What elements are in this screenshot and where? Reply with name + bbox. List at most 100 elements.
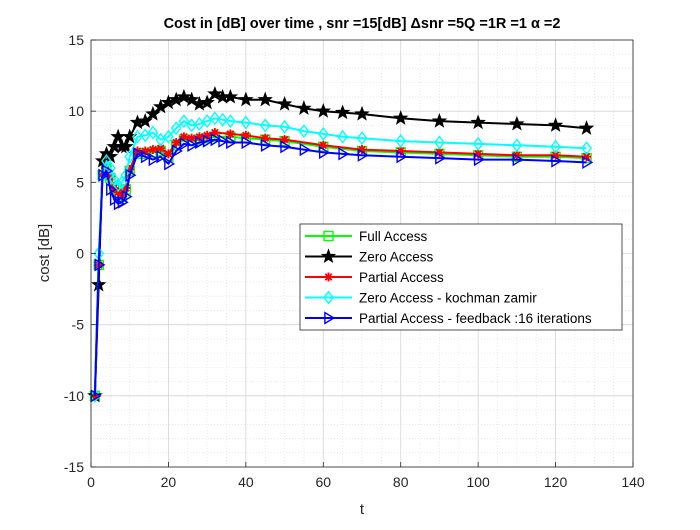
data-point xyxy=(509,115,525,131)
data-point xyxy=(276,95,293,111)
data-point xyxy=(183,91,200,107)
data-point xyxy=(195,135,207,150)
data-point xyxy=(163,129,174,144)
data-point xyxy=(176,88,192,104)
data-point xyxy=(337,129,349,144)
data-point xyxy=(473,152,485,167)
x-tick-label: 120 xyxy=(544,474,568,490)
series-layer xyxy=(87,85,595,403)
data-point xyxy=(578,120,595,135)
data-point xyxy=(470,114,486,130)
data-point xyxy=(155,132,167,147)
square-marker xyxy=(323,230,334,242)
data-point xyxy=(148,145,158,155)
data-point xyxy=(357,148,369,162)
data-point xyxy=(209,111,221,126)
x-tick-label: 0 xyxy=(87,474,95,490)
legend-item: Full Access xyxy=(305,229,428,244)
data-point xyxy=(139,128,151,143)
data-point xyxy=(104,161,116,176)
data-point xyxy=(582,155,594,170)
data-point xyxy=(551,154,563,168)
legend-item: Partial Access xyxy=(305,270,444,285)
y-tick-label: 10 xyxy=(68,103,84,119)
legend-item: Zero Access - kochman zamir xyxy=(305,291,537,306)
data-point xyxy=(194,116,205,131)
data-point xyxy=(218,134,230,148)
data-point xyxy=(170,121,182,136)
legend-box xyxy=(299,223,623,331)
x-tick-label: 60 xyxy=(315,474,331,490)
data-point xyxy=(318,145,331,160)
data-point xyxy=(207,85,223,101)
data-point xyxy=(356,131,368,146)
data-point xyxy=(133,147,145,161)
legend-label: Zero Access - kochman zamir xyxy=(359,291,537,306)
series-4 xyxy=(89,111,592,403)
data-point xyxy=(124,149,136,164)
legend-item: Zero Access xyxy=(305,248,434,265)
data-point xyxy=(334,104,351,120)
data-point xyxy=(94,258,106,272)
data-point xyxy=(317,126,329,141)
data-point xyxy=(581,141,592,156)
y-tick-label: 15 xyxy=(68,32,84,48)
data-point xyxy=(121,189,133,204)
data-point xyxy=(106,182,118,197)
data-point xyxy=(163,149,173,159)
x-tick-label: 100 xyxy=(466,474,490,490)
x-tick-label: 140 xyxy=(621,474,645,490)
data-point xyxy=(225,129,235,139)
series-2 xyxy=(87,85,595,403)
star-marker xyxy=(320,248,337,264)
legend: Full Access Zero Access Partial Access Zero… xyxy=(299,223,623,331)
chart-title: Cost in [dB] over time , snr =15[dB] Δsn… xyxy=(164,16,561,32)
data-point xyxy=(547,117,564,132)
data-point xyxy=(472,136,484,151)
data-point xyxy=(199,94,215,110)
y-tick-label: 5 xyxy=(76,174,84,190)
data-point xyxy=(431,113,448,128)
data-point xyxy=(171,144,183,158)
data-point xyxy=(202,134,214,148)
data-point xyxy=(125,168,137,182)
data-point xyxy=(315,103,331,118)
data-point xyxy=(140,150,152,164)
data-point xyxy=(241,135,253,150)
data-point xyxy=(296,100,312,115)
data-point xyxy=(171,137,181,147)
ticks: 0 20 40 60 80 100 120 140 -15 -10 -5 0 5 10 15 xyxy=(64,32,645,490)
data-point xyxy=(112,178,124,193)
data-point xyxy=(550,139,561,154)
data-point xyxy=(179,137,191,151)
data-point xyxy=(299,142,311,157)
legend-label: Full Access xyxy=(359,229,428,244)
data-point xyxy=(338,147,350,161)
data-point xyxy=(164,157,176,171)
data-point xyxy=(260,138,272,152)
x-tick-label: 20 xyxy=(161,474,177,490)
y-tick-label: -15 xyxy=(64,459,84,475)
data-point xyxy=(259,118,271,133)
data-point xyxy=(178,114,190,129)
data-point xyxy=(222,88,239,104)
y-tick-label: -5 xyxy=(72,317,85,333)
data-point xyxy=(512,152,524,167)
legend-label: Zero Access xyxy=(359,250,434,265)
y-axis-label: cost [dB] xyxy=(36,224,53,282)
data-point xyxy=(354,105,370,121)
data-point xyxy=(435,151,447,165)
data-point xyxy=(240,115,252,130)
y-tick-label: -10 xyxy=(64,388,84,404)
data-point xyxy=(118,138,134,154)
legend-item: Partial Access - feedback :16 iterations xyxy=(305,311,592,326)
data-point xyxy=(187,138,199,152)
data-point xyxy=(393,110,409,125)
data-point xyxy=(217,112,229,127)
asterisk-marker xyxy=(324,272,333,282)
legend-label: Partial Access xyxy=(359,270,444,285)
x-tick-label: 40 xyxy=(238,474,254,490)
triangle-marker xyxy=(324,311,336,325)
